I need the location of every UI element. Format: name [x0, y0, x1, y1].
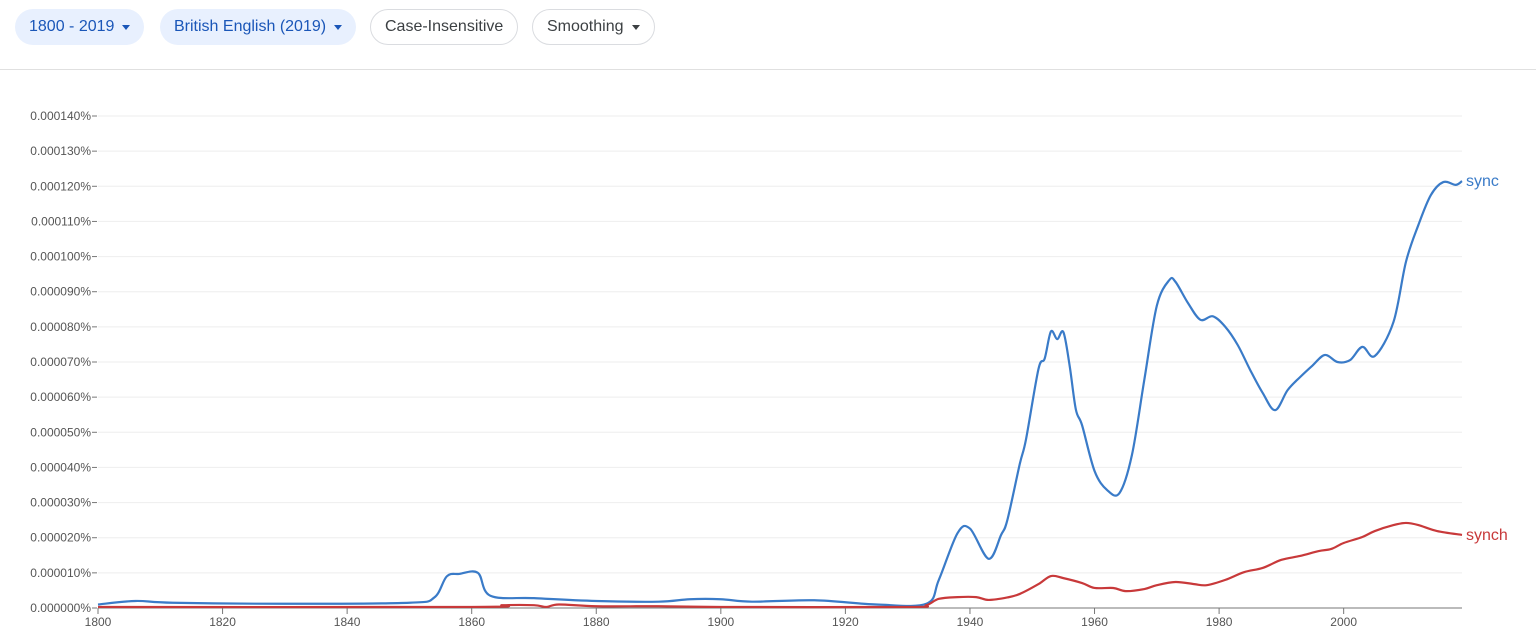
case-insensitive-toggle[interactable]: Case-Insensitive: [370, 9, 519, 45]
x-tick-label: 1800: [85, 615, 112, 629]
series-line-synch: [97, 521, 1463, 609]
y-tick-label: 0.000010%: [30, 566, 91, 580]
x-tick-label: 1940: [957, 615, 984, 629]
x-tick-label: 1860: [458, 615, 485, 629]
series-line-sync: [97, 180, 1463, 608]
y-tick-label: 0.000040%: [30, 460, 91, 474]
y-tick-label: 0.000130%: [30, 144, 91, 158]
y-tick-label: 0.000070%: [30, 355, 91, 369]
y-tick-label: 0.000080%: [30, 320, 91, 334]
x-tick-label: 1980: [1206, 615, 1233, 629]
smoothing-dropdown[interactable]: Smoothing: [532, 9, 655, 45]
x-tick-label: 1820: [209, 615, 236, 629]
x-tick-label: 2000: [1330, 615, 1357, 629]
x-tick-label: 1900: [707, 615, 734, 629]
filter-toolbar: 1800 - 2019 British English (2019) Case-…: [0, 0, 1536, 70]
smoothing-label: Smoothing: [547, 18, 624, 35]
y-tick-label: 0.000000%: [30, 601, 91, 615]
corpus-label: British English (2019): [174, 18, 327, 35]
y-tick-label: 0.000100%: [30, 250, 91, 264]
y-tick-label: 0.000050%: [30, 425, 91, 439]
case-label: Case-Insensitive: [385, 18, 504, 35]
x-tick-label: 1840: [334, 615, 361, 629]
chevron-down-icon: [631, 24, 640, 30]
y-tick-label: 0.000090%: [30, 285, 91, 299]
year-range-label: 1800 - 2019: [29, 18, 115, 35]
series-label-synch: synch: [1466, 527, 1508, 544]
y-tick-label: 0.000140%: [30, 109, 91, 123]
chevron-down-icon: [122, 24, 131, 30]
y-tick-label: 0.000030%: [30, 496, 91, 510]
y-tick-label: 0.000120%: [30, 179, 91, 193]
year-range-dropdown[interactable]: 1800 - 2019: [15, 9, 145, 45]
series-label-sync: sync: [1466, 173, 1499, 190]
x-tick-label: 1960: [1081, 615, 1108, 629]
x-tick-label: 1920: [832, 615, 859, 629]
x-tick-label: 1880: [583, 615, 610, 629]
y-tick-label: 0.000110%: [31, 214, 91, 228]
corpus-dropdown[interactable]: British English (2019): [160, 9, 357, 45]
y-tick-label: 0.000060%: [30, 390, 91, 404]
y-tick-label: 0.000020%: [30, 531, 91, 545]
chevron-down-icon: [334, 24, 343, 30]
